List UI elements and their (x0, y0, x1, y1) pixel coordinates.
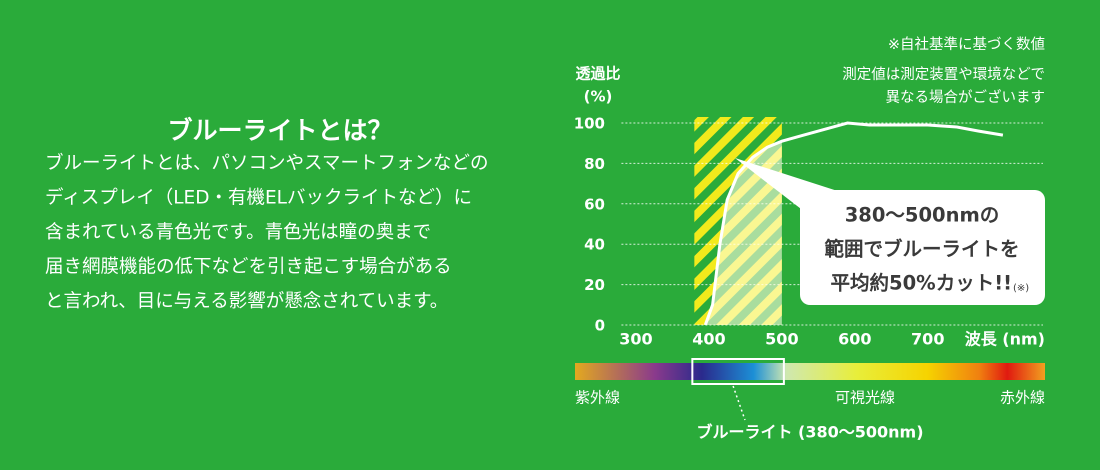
callout-text: 範囲でブルーライトを (824, 238, 1019, 261)
x-tick-label: 400 (692, 330, 725, 349)
x-axis-label: 波長 (nm) (965, 330, 1045, 349)
y-tick-label: 20 (584, 276, 605, 294)
x-tick-label: 300 (619, 330, 652, 349)
x-tick-label: 600 (838, 330, 871, 349)
blue-light-box (691, 358, 785, 385)
band-label: ブルーライト (380〜500nm) (696, 423, 923, 442)
callout-box (800, 190, 1045, 305)
callout-text: 平均約50%カット!! (831, 272, 1012, 295)
spectrum-bar (575, 363, 1045, 380)
y-axis-label: 透過比 (575, 65, 620, 83)
leader-line (732, 385, 746, 421)
intro-line: と言われ、目に与える影響が懸念されています。 (45, 290, 448, 312)
intro-line: 届き網膜機能の低下などを引き起こす場合がある (45, 257, 452, 278)
note: ※自社基準に基づく数値 (888, 36, 1045, 53)
y-tick-label: 100 (574, 115, 605, 133)
y-tick-label: 0 (595, 317, 605, 335)
spectrum-label: 可視光線 (835, 389, 895, 407)
x-tick-label: 700 (911, 330, 944, 349)
cut-area (705, 141, 782, 325)
spectrum-label: 赤外線 (1000, 389, 1045, 407)
note: 異なる場合がございます (886, 88, 1046, 106)
x-tick-label: 500 (765, 330, 798, 349)
intro-line: ディスプレイ（LED・有機ELバックライトなど）に (45, 188, 472, 209)
note: 測定値は測定装置や環境などで (842, 65, 1045, 83)
intro-line: ブルーライトとは、パソコンやスマートフォンなどの (45, 152, 488, 174)
intro-line: 含まれている青色光です。青色光は瞳の奥まで (45, 222, 431, 243)
y-tick-label: 60 (584, 195, 605, 213)
y-tick-label: 40 (584, 236, 605, 254)
transmission-line (703, 121, 1004, 326)
spectrum-label: 紫外線 (575, 389, 620, 407)
intro-title: ブルーライトとは？ (167, 116, 392, 145)
y-tick-label: 80 (584, 155, 605, 173)
callout-note: (※) (1013, 283, 1029, 294)
callout-text: 380〜500nmの (845, 204, 1000, 227)
y-axis-label: (%) (584, 88, 613, 106)
